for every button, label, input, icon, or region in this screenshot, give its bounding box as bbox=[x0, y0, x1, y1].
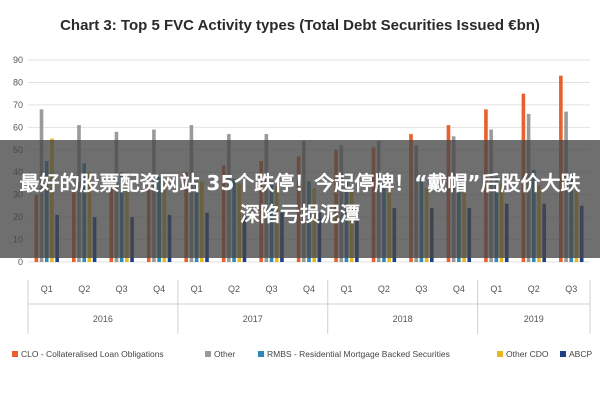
y-tick-label: 80 bbox=[13, 77, 23, 87]
legend-label-3: RMBS - Residential Mortgage Backed Secur… bbox=[267, 349, 450, 359]
x-tick-label: Q2 bbox=[378, 284, 390, 294]
x-tick-label: Q2 bbox=[78, 284, 90, 294]
legend-label-5: ABCP bbox=[569, 349, 592, 359]
year-label: 2017 bbox=[243, 314, 263, 324]
y-tick-label: 90 bbox=[13, 55, 23, 65]
x-tick-label: Q3 bbox=[116, 284, 128, 294]
legend-label-4: Other CDO bbox=[506, 349, 549, 359]
legend-swatch-4 bbox=[497, 351, 503, 357]
x-tick-label: Q2 bbox=[528, 284, 540, 294]
chart-title: Chart 3: Top 5 FVC Activity types (Total… bbox=[60, 17, 540, 34]
legend-swatch-1 bbox=[12, 351, 18, 357]
year-label: 2016 bbox=[93, 314, 113, 324]
year-label: 2019 bbox=[524, 314, 544, 324]
y-tick-label: 70 bbox=[13, 100, 23, 110]
x-tick-label: Q4 bbox=[453, 284, 465, 294]
y-tick-label: 60 bbox=[13, 122, 23, 132]
legend-label-1: CLO - Collateralised Loan Obligations bbox=[21, 349, 164, 359]
legend-swatch-2 bbox=[205, 351, 211, 357]
x-tick-label: Q4 bbox=[303, 284, 315, 294]
y-tick-label: 0 bbox=[18, 257, 23, 267]
legend-swatch-3 bbox=[258, 351, 264, 357]
x-tick-label: Q3 bbox=[415, 284, 427, 294]
x-tick-label: Q4 bbox=[153, 284, 165, 294]
x-tick-label: Q1 bbox=[41, 284, 53, 294]
legend-label-2: Other bbox=[214, 349, 235, 359]
headline-overlay[interactable]: 最好的股票配资网站 35个跌停！今起停牌！“戴帽”后股价大跌 深陷亏损泥潭 bbox=[0, 140, 600, 258]
x-tick-label: Q3 bbox=[266, 284, 278, 294]
x-tick-label: Q3 bbox=[565, 284, 577, 294]
x-tick-label: Q1 bbox=[490, 284, 502, 294]
year-label: 2018 bbox=[393, 314, 413, 324]
x-tick-label: Q2 bbox=[228, 284, 240, 294]
legend-swatch-5 bbox=[560, 351, 566, 357]
x-tick-label: Q1 bbox=[340, 284, 352, 294]
headline-text[interactable]: 最好的股票配资网站 35个跌停！今起停牌！“戴帽”后股价大跌 深陷亏损泥潭 bbox=[19, 171, 581, 226]
x-tick-label: Q1 bbox=[191, 284, 203, 294]
